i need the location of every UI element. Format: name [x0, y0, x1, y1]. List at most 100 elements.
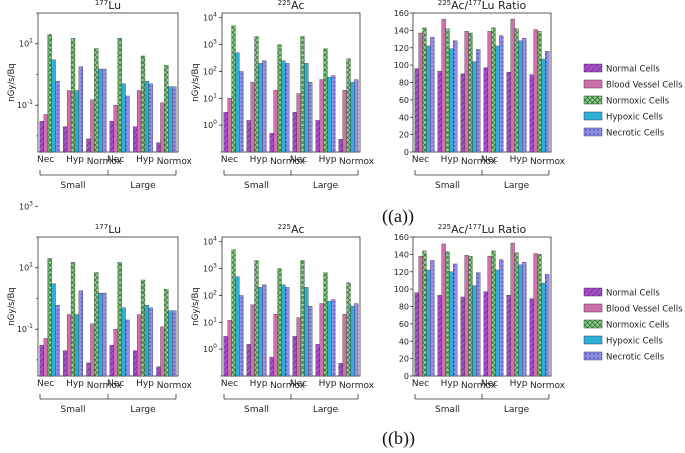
bar-hypoxic-cells: [472, 61, 477, 153]
y-tick-label: 100: [203, 119, 217, 130]
y-tick-label: 120: [394, 268, 409, 277]
chart-title: 225Ac: [278, 223, 305, 236]
bar-pattern: [445, 28, 450, 153]
bar-pattern: [262, 284, 267, 376]
title-superscript: 225: [278, 0, 291, 7]
y-tick-label: 140: [394, 250, 409, 259]
x-tick-label: Nec: [221, 379, 238, 389]
group-label-small: Small: [61, 405, 86, 415]
legend-label: Normoxic Cells: [606, 97, 670, 107]
bar-pattern: [346, 282, 351, 376]
bar-pattern: [78, 66, 83, 152]
bar-pattern: [414, 68, 419, 152]
bar-pattern: [331, 299, 336, 376]
x-tick-label: Normox: [339, 157, 375, 167]
bar-hypoxic-cells: [304, 63, 309, 153]
bar-pattern: [94, 48, 99, 153]
tick-base: 10: [19, 202, 29, 211]
bar-pattern: [506, 295, 511, 376]
legend-swatch-pattern: [584, 320, 602, 328]
bar-blood-vessel-cells: [319, 303, 324, 377]
group-label-large: Large: [130, 181, 156, 191]
bar-pattern: [125, 95, 130, 152]
bar-hypoxic-cells: [235, 276, 240, 377]
bar-pattern: [133, 126, 138, 152]
bar-hypoxic-cells: [495, 45, 500, 153]
x-tick-label: Hyp: [319, 155, 337, 165]
plot-frame: [37, 12, 179, 153]
panel-b-caption: ((b)): [382, 428, 415, 448]
x-tick-label: Hyp: [136, 379, 154, 389]
x-tick-label: Nec: [481, 379, 498, 389]
bar-blood-vessel-cells: [66, 314, 72, 377]
tick-exponent: 4: [213, 236, 217, 243]
title-superscript: 225: [278, 223, 291, 231]
bar-pattern: [437, 295, 442, 376]
y-tick-label: 100: [394, 61, 409, 70]
bar-pattern: [491, 250, 496, 376]
legend-swatch: [583, 111, 603, 121]
tick-base: 10: [203, 14, 213, 23]
tick-exponent: 1: [29, 262, 33, 269]
chart-title: 225Ac: [278, 0, 305, 12]
tick-exponent: 3: [213, 39, 217, 46]
bar-blood-vessel-cells: [441, 243, 446, 377]
y-tick-label: 120: [394, 44, 409, 53]
title-superscript: 225: [438, 0, 451, 7]
y-tick-label: 102: [203, 289, 217, 300]
x-tick-label: Nec: [37, 155, 54, 165]
bar-pattern: [445, 251, 450, 376]
bar-hypoxic-cells: [541, 282, 546, 377]
legend-label: Normoxic Cells: [606, 321, 670, 331]
legend-swatch-pattern: [584, 352, 602, 360]
bar-blood-vessel-cells: [43, 114, 48, 153]
y-tick-label: 0: [404, 148, 409, 157]
tick-base: 10: [203, 345, 213, 354]
bar-blood-vessel-cells: [342, 314, 347, 377]
y-tick-label: 101: [203, 92, 217, 103]
bar-pattern: [338, 139, 343, 152]
y-tick-label: 60: [399, 320, 409, 329]
y-tick-label: 10-1: [17, 323, 33, 334]
bar-blood-vessel-cells: [227, 320, 232, 377]
legend-b: Normal Cells Blood Vessel Cells Normoxic C…: [583, 287, 683, 363]
group-label-large: Large: [313, 405, 339, 415]
bar-blood-vessel-cells: [273, 90, 278, 153]
x-tick-label: Normox: [339, 381, 375, 391]
group-label-small: Small: [244, 181, 269, 191]
bar-pattern: [86, 362, 91, 376]
bar-pattern: [246, 120, 251, 152]
tick-base: 10: [203, 67, 213, 76]
x-tick-label: Normox: [270, 381, 306, 391]
bar-pattern: [239, 71, 244, 152]
bar-blood-vessel-cells: [273, 314, 278, 377]
bar-pattern: [277, 268, 282, 376]
y-axis-label: nGy/s/Bq: [191, 63, 201, 101]
tick-base: 10: [203, 291, 213, 300]
bar-pattern: [453, 263, 458, 376]
bar-pattern: [338, 363, 343, 376]
y-tick-label: 100: [394, 285, 409, 294]
bar-hypoxic-cells: [518, 264, 523, 377]
bar-pattern: [522, 262, 527, 376]
tick-exponent: -1: [27, 323, 33, 330]
title-main: Lu: [108, 223, 121, 236]
title-main: Ac: [291, 223, 304, 236]
bar-hypoxic-cells: [304, 287, 309, 377]
bar-pattern: [102, 69, 107, 152]
bar-pattern: [156, 366, 161, 376]
x-tick-label: Normox: [461, 157, 497, 167]
bar-pattern: [102, 293, 107, 376]
tick-base: 10: [203, 265, 213, 274]
bar-blood-vessel-cells: [533, 253, 538, 377]
bar-hypoxic-cells: [327, 301, 332, 377]
bar-blood-vessel-cells: [250, 304, 255, 377]
bar-pattern: [47, 34, 52, 152]
bar-pattern: [148, 307, 153, 376]
bar-pattern: [483, 291, 488, 376]
tick-base: 10: [203, 41, 213, 50]
bar-pattern: [117, 262, 122, 376]
x-tick-label: Nec: [412, 155, 429, 165]
